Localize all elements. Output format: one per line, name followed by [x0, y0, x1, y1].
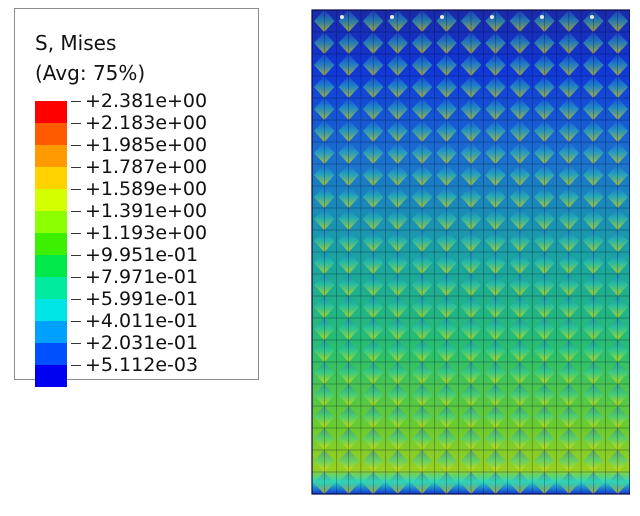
legend-label: +1.193e+00 — [71, 222, 207, 244]
legend-color-band — [35, 211, 67, 233]
legend-label: +2.031e-01 — [71, 332, 207, 354]
legend-color-band — [35, 145, 67, 167]
top-constraint-markers — [340, 15, 594, 19]
legend-label: +1.985e+00 — [71, 134, 207, 156]
legend-color-band — [35, 167, 67, 189]
constraint-marker — [390, 15, 394, 19]
legend-label: +5.112e-03 — [71, 354, 207, 376]
legend-label: +9.951e-01 — [71, 244, 207, 266]
legend-subtitle: (Avg: 75%) — [35, 61, 146, 85]
legend-label: +7.971e-01 — [71, 266, 207, 288]
constraint-marker — [440, 15, 444, 19]
legend-label: +1.787e+00 — [71, 156, 207, 178]
legend-color-band — [35, 321, 67, 343]
legend-color-band — [35, 233, 67, 255]
legend-color-band — [35, 343, 67, 365]
legend-label: +1.391e+00 — [71, 200, 207, 222]
legend-color-band — [35, 365, 67, 387]
plate-outline — [311, 9, 630, 495]
stress-legend: S, Mises (Avg: 75%) +2.381e+00 +2.183e+0… — [14, 8, 259, 387]
legend-label: +4.011e-01 — [71, 310, 207, 332]
constraint-marker — [340, 15, 344, 19]
legend-color-band — [35, 277, 67, 299]
legend-value-labels: +2.381e+00 +2.183e+00 +1.985e+00 +1.787e… — [71, 90, 207, 376]
legend-label: +5.991e-01 — [71, 288, 207, 310]
legend-color-band — [35, 255, 67, 277]
legend-color-band — [35, 299, 67, 321]
constraint-marker — [540, 15, 544, 19]
legend-color-bar — [35, 101, 67, 387]
legend-label: +2.381e+00 — [71, 90, 207, 112]
legend-color-band — [35, 189, 67, 211]
legend-color-band — [35, 123, 67, 145]
legend-title: S, Mises — [35, 31, 117, 55]
constraint-marker — [490, 15, 494, 19]
legend-label: +1.589e+00 — [71, 178, 207, 200]
mesh-lines — [311, 9, 630, 495]
legend-label: +2.183e+00 — [71, 112, 207, 134]
legend-color-band — [35, 101, 67, 123]
stress-contour-plot — [311, 9, 630, 495]
constraint-marker — [590, 15, 594, 19]
